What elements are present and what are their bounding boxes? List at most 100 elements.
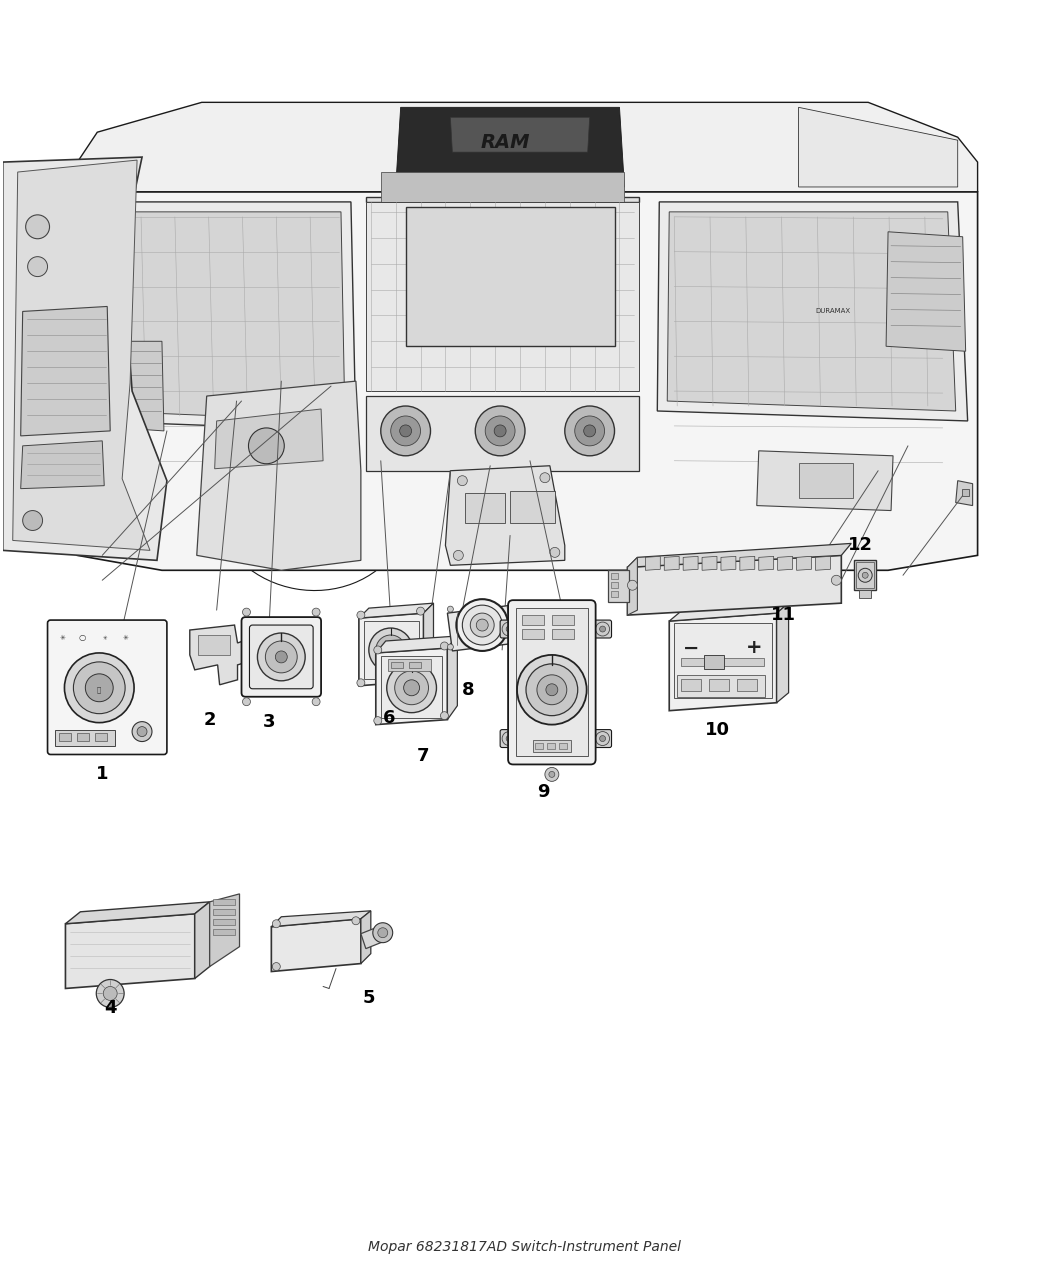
Text: 8: 8 <box>462 681 475 699</box>
Text: RAM: RAM <box>480 133 530 152</box>
Circle shape <box>357 611 364 620</box>
FancyBboxPatch shape <box>593 729 611 747</box>
Bar <box>96 733 107 741</box>
Polygon shape <box>214 409 323 469</box>
Circle shape <box>628 580 637 590</box>
Text: Mopar 68231817AD Switch-Instrument Panel: Mopar 68231817AD Switch-Instrument Panel <box>369 1241 681 1255</box>
Text: 12: 12 <box>847 537 873 555</box>
FancyBboxPatch shape <box>250 625 313 688</box>
Bar <box>610 583 617 588</box>
Polygon shape <box>365 397 639 470</box>
Polygon shape <box>359 603 434 618</box>
Circle shape <box>545 768 559 782</box>
Polygon shape <box>190 625 259 685</box>
Bar <box>705 655 723 669</box>
Text: 7: 7 <box>416 747 428 765</box>
Circle shape <box>495 425 506 437</box>
Text: 5: 5 <box>362 989 375 1007</box>
Circle shape <box>384 644 397 655</box>
Circle shape <box>266 641 297 673</box>
Circle shape <box>506 626 512 632</box>
Bar <box>608 570 629 602</box>
Circle shape <box>549 771 554 778</box>
Circle shape <box>600 736 606 742</box>
Text: +: + <box>746 639 762 658</box>
Polygon shape <box>376 648 447 724</box>
Bar <box>799 463 854 497</box>
Circle shape <box>462 606 502 645</box>
Circle shape <box>243 608 251 616</box>
Circle shape <box>357 678 364 687</box>
Bar <box>213 909 234 914</box>
Circle shape <box>858 569 873 583</box>
Circle shape <box>511 604 517 611</box>
Polygon shape <box>210 894 239 966</box>
Circle shape <box>417 674 424 682</box>
Bar <box>856 562 875 588</box>
Circle shape <box>374 717 382 724</box>
Polygon shape <box>65 901 210 924</box>
Circle shape <box>477 620 488 631</box>
FancyBboxPatch shape <box>242 617 321 696</box>
Bar <box>364 621 419 678</box>
Circle shape <box>458 476 467 486</box>
Polygon shape <box>21 441 104 488</box>
Circle shape <box>381 405 430 455</box>
FancyBboxPatch shape <box>47 620 167 755</box>
Polygon shape <box>396 107 625 187</box>
Bar <box>56 729 116 746</box>
Circle shape <box>138 727 147 737</box>
Text: DURAMAX: DURAMAX <box>816 309 850 315</box>
Polygon shape <box>381 172 625 201</box>
Circle shape <box>376 635 405 664</box>
Circle shape <box>243 697 251 705</box>
Circle shape <box>257 632 306 681</box>
Polygon shape <box>778 556 793 570</box>
FancyBboxPatch shape <box>593 620 611 638</box>
Circle shape <box>103 987 118 1001</box>
Text: 🚗: 🚗 <box>98 686 102 694</box>
Polygon shape <box>757 451 894 510</box>
Polygon shape <box>797 556 812 570</box>
FancyBboxPatch shape <box>500 729 518 747</box>
Polygon shape <box>667 212 956 411</box>
Polygon shape <box>799 107 958 187</box>
Circle shape <box>378 928 387 937</box>
Circle shape <box>537 674 567 705</box>
Polygon shape <box>361 910 371 964</box>
Polygon shape <box>361 924 391 949</box>
Bar <box>674 623 772 697</box>
Circle shape <box>457 599 508 652</box>
Bar <box>709 678 729 691</box>
Bar <box>387 659 432 671</box>
Polygon shape <box>886 232 966 351</box>
Polygon shape <box>628 557 637 615</box>
Polygon shape <box>447 636 458 719</box>
Text: 9: 9 <box>537 783 549 801</box>
Circle shape <box>470 613 495 638</box>
Polygon shape <box>777 603 789 703</box>
Polygon shape <box>423 603 434 681</box>
Circle shape <box>502 732 516 746</box>
Circle shape <box>506 736 512 742</box>
Polygon shape <box>99 212 345 421</box>
Polygon shape <box>759 556 774 570</box>
Polygon shape <box>702 556 717 570</box>
Circle shape <box>540 473 550 483</box>
Circle shape <box>447 644 454 650</box>
Polygon shape <box>271 919 361 972</box>
Circle shape <box>400 425 412 437</box>
Circle shape <box>417 607 424 615</box>
Polygon shape <box>13 161 150 551</box>
Bar <box>552 629 573 639</box>
Polygon shape <box>628 556 841 615</box>
Text: −: − <box>682 639 699 658</box>
Text: 10: 10 <box>705 720 730 738</box>
Circle shape <box>454 551 463 560</box>
Polygon shape <box>447 606 517 652</box>
Polygon shape <box>376 636 458 653</box>
Text: ✳: ✳ <box>122 635 128 641</box>
Text: 6: 6 <box>382 709 395 727</box>
Circle shape <box>526 664 578 715</box>
Bar <box>391 662 402 668</box>
